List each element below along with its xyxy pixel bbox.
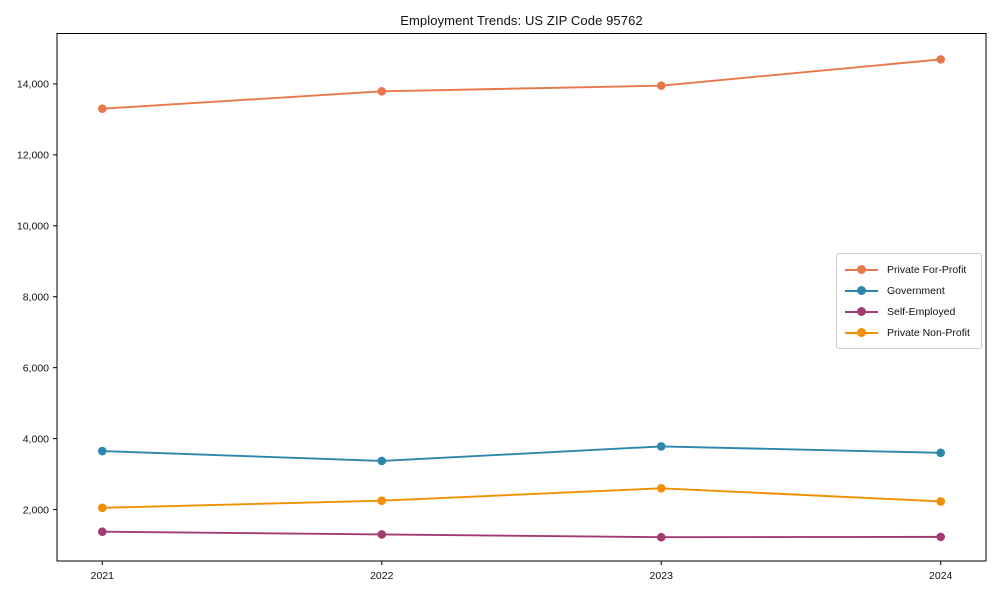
- legend-marker-icon: [845, 307, 878, 316]
- y-tick-label: 8,000: [23, 292, 49, 304]
- data-point-government-2021: [98, 446, 107, 456]
- y-tick-label: 14,000: [17, 79, 49, 91]
- chart-title: Employment Trends: US ZIP Code 95762: [400, 13, 643, 28]
- series-line-private-for-profit: [101, 58, 942, 110]
- y-tick-label: 12,000: [17, 150, 49, 162]
- x-tick-label: 2023: [650, 570, 674, 582]
- x-tick-label: 2021: [91, 570, 115, 582]
- legend-item-government: Government: [845, 280, 973, 301]
- data-point-self-employed-2021: [98, 527, 107, 537]
- x-tick-label: 2024: [929, 570, 953, 582]
- legend-item-label: Private Non-Profit: [887, 326, 970, 339]
- plot-frame: [56, 33, 987, 562]
- data-point-private-non-profit-2021: [98, 503, 107, 513]
- legend-item-label: Government: [887, 284, 945, 297]
- y-tick-label: 4,000: [23, 433, 49, 445]
- data-point-private-non-profit-2023: [656, 483, 666, 493]
- data-point-self-employed-2023: [656, 532, 666, 542]
- data-point-private-non-profit-2022: [377, 496, 387, 505]
- legend-item-label: Private For-Profit: [887, 263, 967, 276]
- series-line-self-employed: [101, 530, 942, 539]
- data-point-private-for-profit-2022: [377, 87, 387, 96]
- legend-item-label: Self-Employed: [887, 305, 956, 318]
- data-point-private-non-profit-2024: [936, 497, 945, 506]
- series-line-government: [101, 445, 942, 462]
- data-point-private-for-profit-2023: [656, 81, 666, 90]
- y-tick-label: 2,000: [23, 504, 49, 516]
- series-line-private-non-profit: [101, 487, 942, 509]
- data-point-government-2024: [936, 448, 945, 458]
- data-point-self-employed-2022: [377, 530, 387, 539]
- legend-item-private-non-profit: Private Non-Profit: [845, 322, 973, 343]
- chart-legend: Private For-Profit Government Self-Employe…: [836, 253, 982, 349]
- data-point-private-for-profit-2021: [98, 104, 107, 114]
- data-point-government-2022: [377, 456, 387, 466]
- y-tick-label: 10,000: [17, 221, 49, 233]
- x-tick-label: 2022: [370, 570, 394, 582]
- legend-marker-icon: [845, 286, 878, 295]
- legend-marker-icon: [845, 265, 878, 274]
- legend-item-private-for-profit: Private For-Profit: [845, 259, 973, 280]
- data-point-self-employed-2024: [936, 532, 945, 542]
- legend-marker-icon: [845, 328, 878, 337]
- data-point-government-2023: [656, 442, 666, 451]
- data-point-private-for-profit-2024: [936, 55, 945, 64]
- legend-item-self-employed: Self-Employed: [845, 301, 973, 322]
- y-tick-label: 6,000: [23, 362, 49, 374]
